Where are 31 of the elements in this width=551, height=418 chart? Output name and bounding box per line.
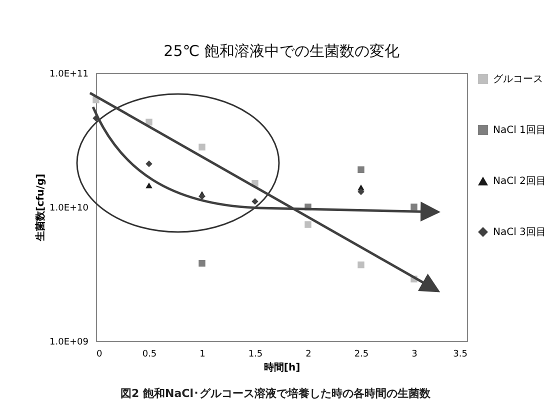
point — [198, 144, 206, 150]
x-tick-label: 0 — [96, 350, 102, 360]
point — [358, 166, 364, 173]
point — [252, 198, 258, 205]
x-tick-label: 2.5 — [354, 350, 369, 360]
caption: 図2 飽和NaCl･グルコース溶液で培養した時の各時間の生菌数 — [120, 386, 432, 401]
x-axis-title: 時間[h] — [264, 362, 300, 374]
legend-label: NaCl 3回目 — [493, 227, 546, 238]
point — [198, 193, 206, 200]
chart-title: 25℃ 飽和溶液中での生菌数の変化 — [164, 42, 400, 60]
legend-label: NaCl 1回目 — [493, 125, 546, 136]
x-tick-label: 3.5 — [453, 350, 468, 360]
x-tick-label: 1 — [200, 350, 206, 360]
x-tick-label: 3 — [412, 350, 418, 360]
y-axis-title: 生菌数[cfu/g] — [34, 174, 47, 242]
point — [198, 260, 206, 267]
y-tick-label: 1.0E+11 — [50, 70, 88, 80]
point — [146, 118, 152, 126]
x-tick-label: 2 — [306, 350, 312, 360]
legend-label: NaCl 2回目 — [493, 176, 546, 187]
x-tick-label: 1.5 — [248, 350, 263, 360]
point — [358, 262, 364, 268]
legend-label: グルコース — [493, 74, 543, 85]
y-tick-label: 1.0E+10 — [50, 204, 89, 214]
point — [358, 188, 364, 196]
y-tick-label: 1.0E+09 — [50, 338, 89, 348]
point — [146, 160, 152, 168]
point — [146, 182, 152, 188]
x-tick-label: 0.5 — [142, 350, 157, 360]
point — [304, 221, 312, 228]
point — [410, 204, 418, 210]
